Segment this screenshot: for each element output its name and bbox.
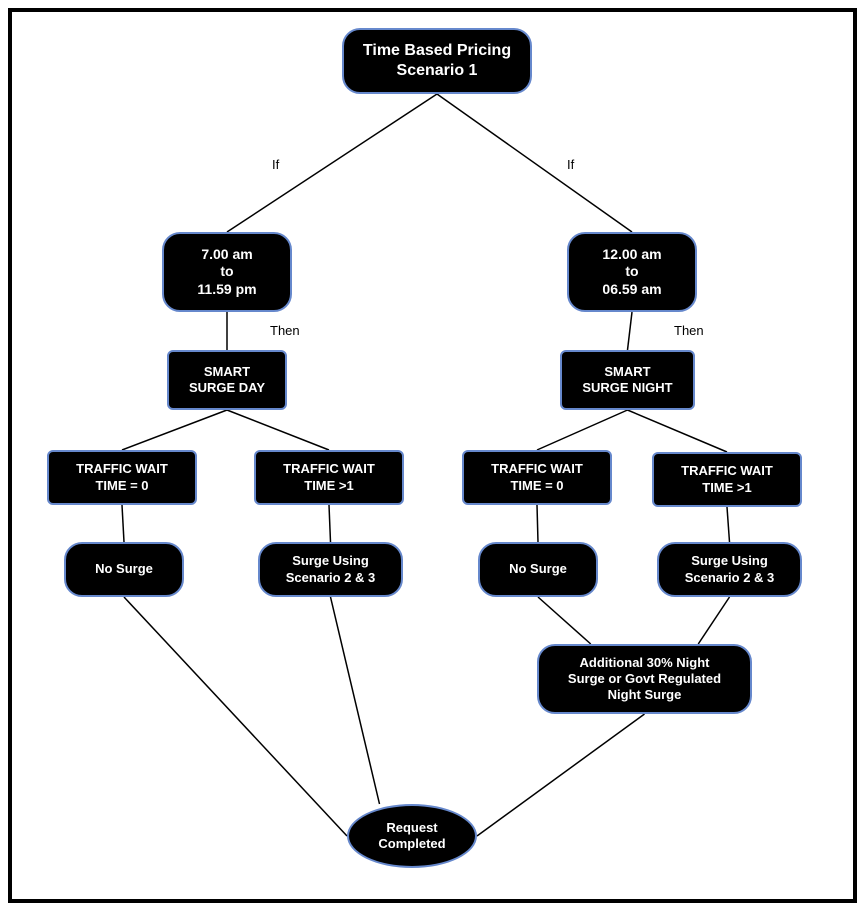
edge-label-then-right: Then bbox=[674, 323, 704, 338]
node-traffic-wait-day-gt1: TRAFFIC WAITTIME >1 bbox=[254, 450, 404, 505]
node-additional-night-surge: Additional 30% NightSurge or Govt Regula… bbox=[537, 644, 752, 714]
node-request-completed: RequestCompleted bbox=[347, 804, 477, 868]
diagram-frame: Time Based PricingScenario 1 7.00 amto11… bbox=[8, 8, 857, 903]
node-surge-night: Surge UsingScenario 2 & 3 bbox=[657, 542, 802, 597]
edge-label-then-left: Then bbox=[270, 323, 300, 338]
node-no-surge-night: No Surge bbox=[478, 542, 598, 597]
node-traffic-wait-night-gt1: TRAFFIC WAITTIME >1 bbox=[652, 452, 802, 507]
node-night-time: 12.00 amto06.59 am bbox=[567, 232, 697, 312]
flowchart-canvas: Time Based PricingScenario 1 7.00 amto11… bbox=[12, 12, 853, 899]
node-no-surge-day: No Surge bbox=[64, 542, 184, 597]
node-surge-day: Surge UsingScenario 2 & 3 bbox=[258, 542, 403, 597]
node-traffic-wait-day-zero: TRAFFIC WAITTIME = 0 bbox=[47, 450, 197, 505]
node-day-time: 7.00 amto11.59 pm bbox=[162, 232, 292, 312]
node-traffic-wait-night-zero: TRAFFIC WAITTIME = 0 bbox=[462, 450, 612, 505]
edge-label-if-left: If bbox=[272, 157, 279, 172]
node-smart-surge-night: SMARTSURGE NIGHT bbox=[560, 350, 695, 410]
edge-label-if-right: If bbox=[567, 157, 574, 172]
node-root: Time Based PricingScenario 1 bbox=[342, 28, 532, 94]
node-smart-surge-day: SMARTSURGE DAY bbox=[167, 350, 287, 410]
